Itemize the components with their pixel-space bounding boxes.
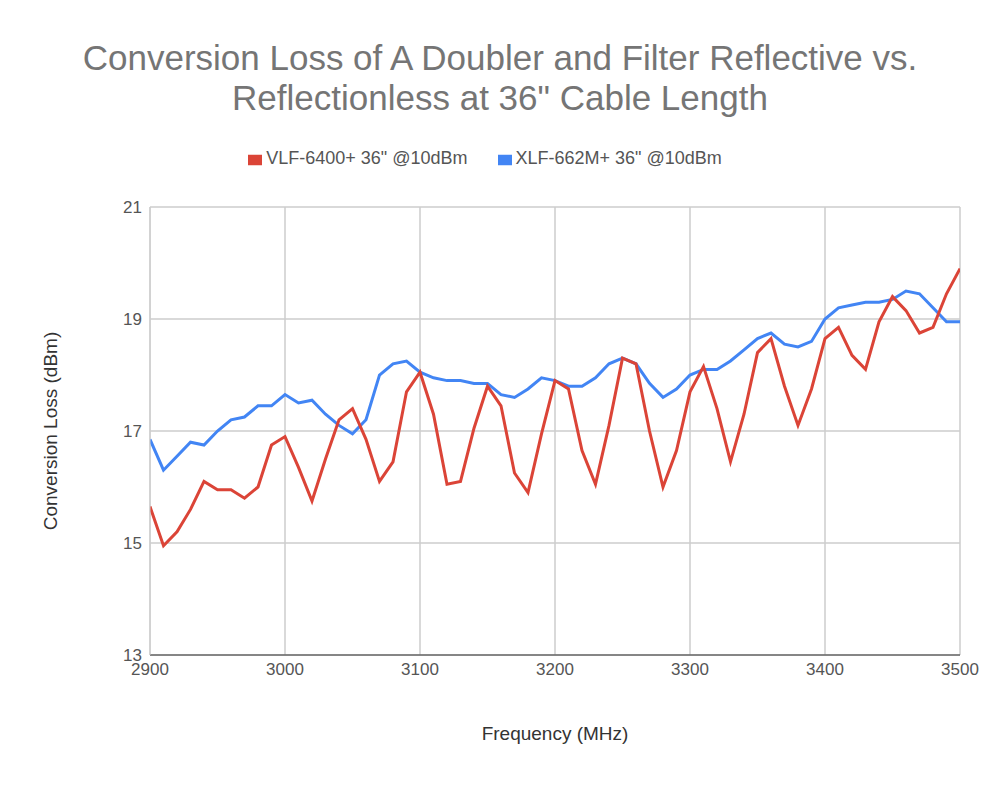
- svg-text:21: 21: [123, 198, 142, 217]
- svg-text:3100: 3100: [401, 660, 439, 679]
- svg-text:3400: 3400: [806, 660, 844, 679]
- svg-text:Frequency (MHz): Frequency (MHz): [482, 723, 629, 744]
- html-text:VLF-6400+ 36" @10dBm: VLF-6400+ 36" @10dBm: [266, 148, 468, 168]
- svg-text:3300: 3300: [671, 660, 709, 679]
- svg-text:2900: 2900: [131, 660, 169, 680]
- svg-text:3200: 3200: [536, 660, 574, 679]
- html-text:XLF-662M+ 36" @10dBm: XLF-662M+ 36" @10dBm: [515, 148, 722, 168]
- svg-text:19: 19: [123, 310, 142, 329]
- svg-text:17: 17: [123, 422, 142, 441]
- svg-text:13: 13: [123, 646, 142, 665]
- svg-text:3000: 3000: [266, 660, 304, 679]
- svg-text:15: 15: [123, 534, 142, 553]
- html-text:Conversion Loss of A Doubler a: Conversion Loss of A Doubler and Filter …: [82, 38, 918, 117]
- svg-text:Conversion Loss (dBm): Conversion Loss (dBm): [40, 332, 61, 531]
- svg-text:3500: 3500: [941, 660, 979, 679]
